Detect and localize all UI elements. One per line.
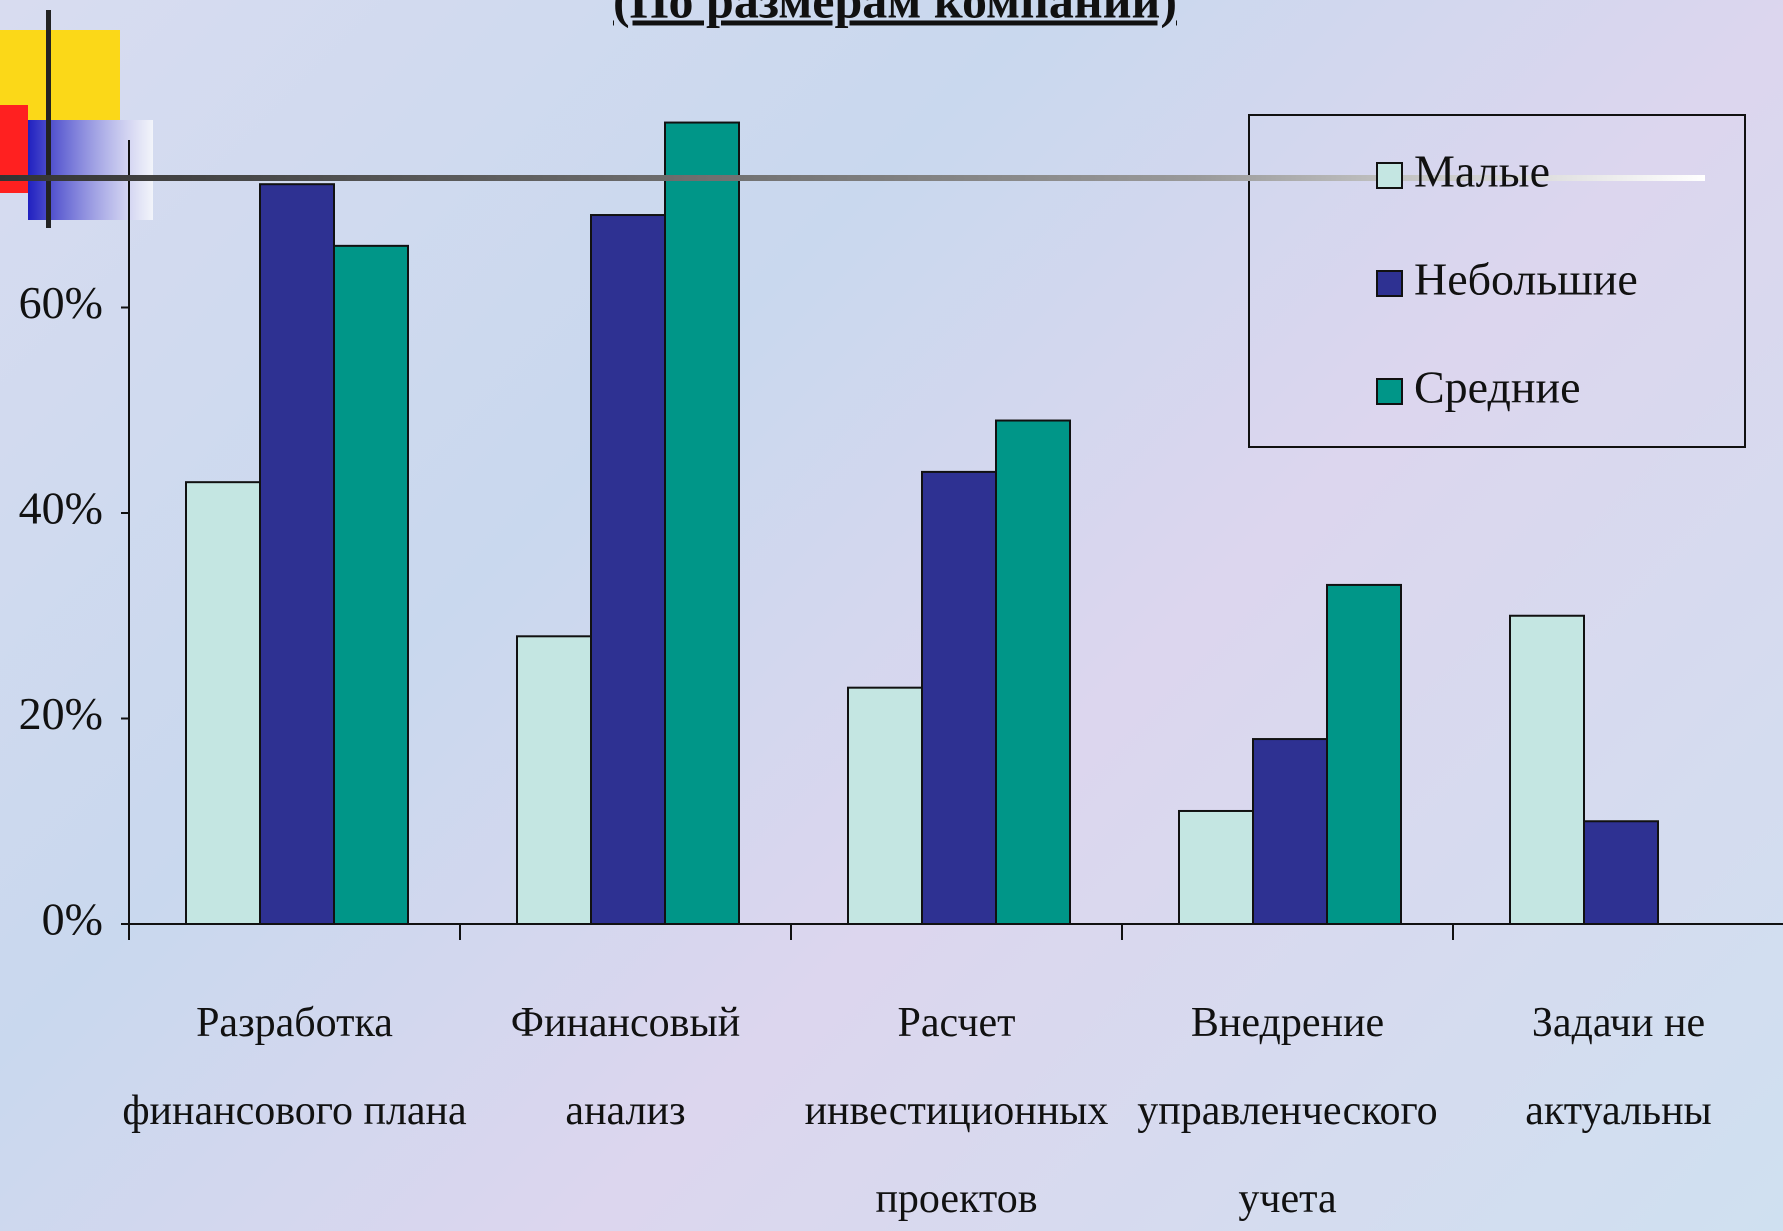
bar <box>185 481 261 925</box>
x-tick-label: Задачи не актуальны <box>1525 1000 1712 1134</box>
plot: 0% 20% 40% 60% Разработка финансового плана Ф… <box>19 121 1783 1222</box>
bar <box>1252 738 1328 925</box>
chart-title: (По размерам компаний) <box>613 0 1177 28</box>
x-label-box: Задачи не актуальны <box>1525 1000 1712 1134</box>
x-tick-label: Финансовый анализ <box>510 1000 741 1134</box>
bar <box>921 470 997 925</box>
bar <box>259 183 335 925</box>
decor-hline <box>0 175 1705 181</box>
y-tick-label: 0% <box>42 894 103 945</box>
y-tick-label: 60% <box>19 277 103 328</box>
bar <box>1326 583 1402 925</box>
x-label-box: Разработка финансового плана <box>122 1000 467 1134</box>
x-tick-label: Расчет инвестиционных проектов <box>804 1000 1109 1222</box>
legend-label: Небольшие <box>1414 254 1638 305</box>
bar <box>1178 809 1254 925</box>
bar <box>333 244 409 926</box>
bar <box>1583 820 1659 925</box>
legend-swatch <box>1376 378 1403 405</box>
decor-vline <box>46 10 51 228</box>
x-tick-label: Внедрение управленческого учета <box>1137 1000 1438 1222</box>
bar <box>1509 614 1585 925</box>
legend-box <box>1248 114 1746 448</box>
bar <box>590 214 666 925</box>
bar <box>516 635 592 925</box>
legend-swatch <box>1376 270 1403 297</box>
legend-swatch <box>1376 162 1403 189</box>
y-tick-label: 40% <box>19 483 103 534</box>
y-tick-label: 20% <box>19 688 103 739</box>
legend-label: Малые <box>1414 146 1550 197</box>
x-label-box: Внедрение управленческого учета <box>1137 1000 1438 1222</box>
legend-label: Средние <box>1414 362 1581 413</box>
bar <box>664 121 740 926</box>
x-label-box: Расчет инвестиционных проектов <box>804 1000 1109 1222</box>
bar <box>995 419 1071 925</box>
x-tick-label: Разработка финансового плана <box>122 1000 467 1134</box>
x-label-box: Финансовый анализ <box>510 1000 741 1134</box>
bar <box>847 686 923 925</box>
